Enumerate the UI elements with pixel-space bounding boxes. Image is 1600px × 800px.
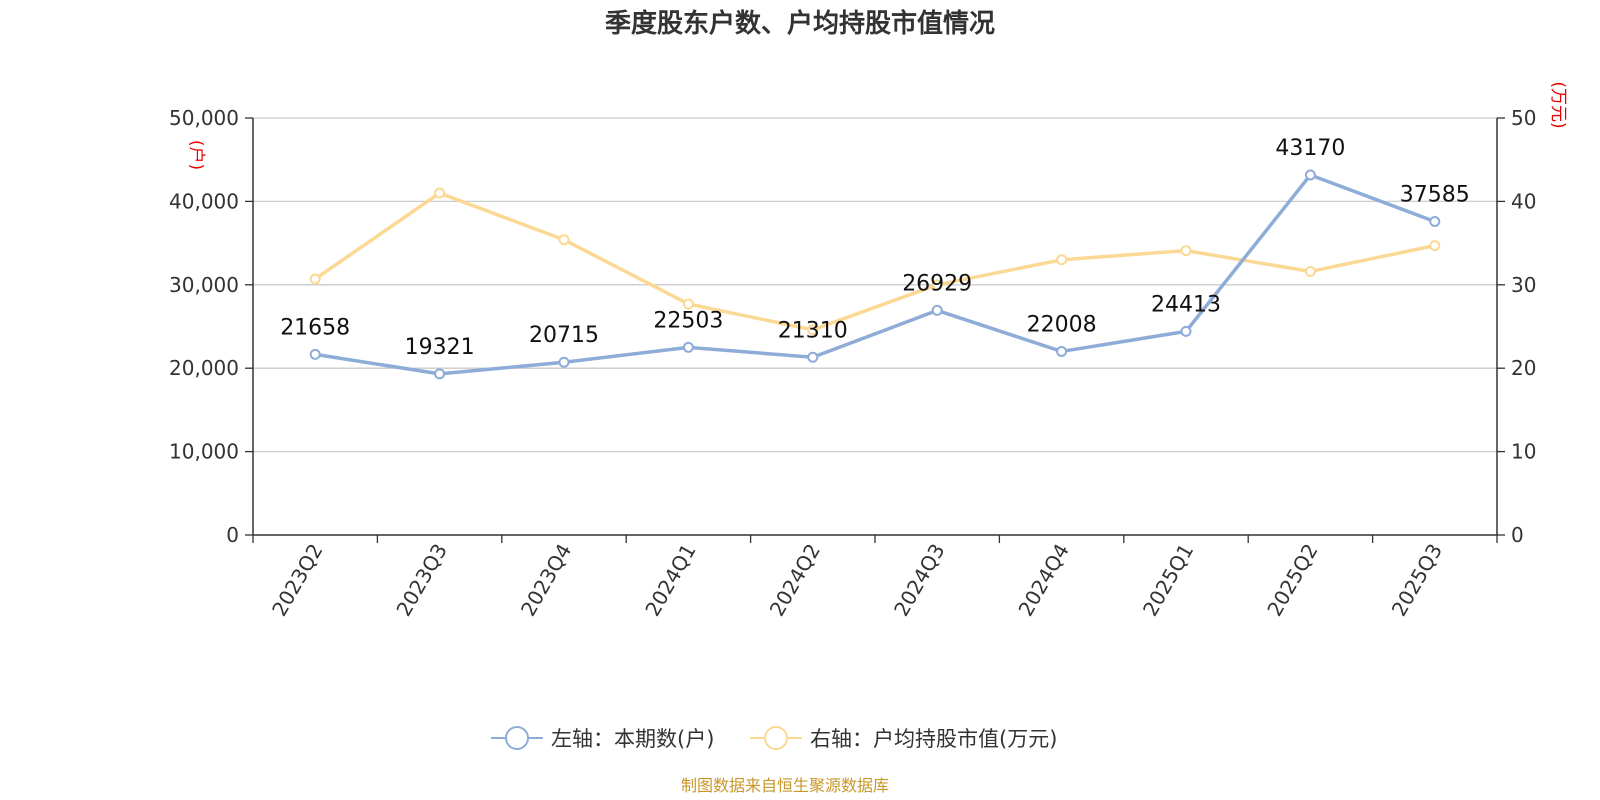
shareholder-count-point (1304, 169, 1316, 181)
data-label: 24413 (1151, 292, 1221, 317)
shareholder-count-point (434, 368, 446, 380)
avg-holding-value-point (309, 273, 321, 285)
shareholder-count-point (309, 348, 321, 360)
right-axis-unit: (万元) (1548, 81, 1568, 128)
x-axis-tick-label: 2023Q2 (267, 540, 327, 621)
shareholder-count-line (314, 173, 1436, 376)
right-axis-tick-label: 0 (1511, 523, 1524, 547)
right-axis-tick-label: 10 (1511, 440, 1536, 464)
shareholder-count-point (1429, 216, 1441, 228)
left-axis-unit: (户) (186, 140, 206, 170)
left-axis-tick-label: 10,000 (169, 440, 239, 464)
x-axis-tick-label: 2023Q4 (516, 540, 576, 621)
right-axis-tick-label: 40 (1511, 189, 1536, 213)
chart-title: 季度股东户数、户均持股市值情况 (605, 8, 995, 39)
x-axis-tick-label: 2025Q1 (1138, 540, 1198, 621)
left-axis-tick-label: 0 (226, 523, 239, 547)
right-axis-tick-label: 50 (1511, 106, 1536, 130)
shareholder-count-point (1180, 325, 1192, 337)
data-label: 21310 (778, 318, 848, 343)
legend-avg-holding-value-marker (764, 726, 788, 750)
avg-holding-value-point (558, 234, 570, 246)
avg-holding-value-point (682, 298, 694, 310)
avg-holding-value-point (931, 279, 943, 291)
right-axis-tick-label: 30 (1511, 273, 1536, 297)
legend-shareholder-count-label: 左轴：本期数(户) (551, 727, 714, 751)
data-source-note: 制图数据来自恒生聚源数据库 (681, 776, 889, 795)
x-axis-tick-label: 2025Q2 (1262, 540, 1322, 621)
data-label: 26929 (902, 271, 972, 296)
x-axis-tick-label: 2024Q4 (1013, 540, 1073, 621)
data-label: 19321 (405, 335, 475, 360)
avg-holding-value-point (807, 324, 819, 336)
x-axis-tick-label: 2025Q3 (1387, 540, 1447, 621)
left-axis-tick-label: 50,000 (169, 106, 239, 130)
avg-holding-value-point (434, 187, 446, 199)
x-axis-tick-label: 2024Q1 (640, 540, 700, 621)
avg-holding-value-line (314, 191, 1436, 332)
data-label: 43170 (1275, 136, 1345, 161)
series-lines (309, 169, 1441, 380)
x-axis-tick-label: 2024Q3 (889, 539, 949, 620)
shareholder-count-point (682, 341, 694, 353)
data-label: 21658 (280, 315, 350, 340)
data-label: 22503 (653, 308, 723, 333)
right-axis-tick-label: 20 (1511, 356, 1536, 380)
shareholder-count-point (558, 356, 570, 368)
left-axis-tick-label: 30,000 (169, 273, 239, 297)
avg-holding-value-point (1056, 254, 1068, 266)
shareholder-count-point (1056, 345, 1068, 357)
x-axis-tick-label: 2024Q2 (765, 540, 825, 621)
grid (253, 117, 1497, 453)
data-labels: 21658 19321 20715 22503 21310 26929 22008 24413… (280, 136, 1470, 360)
avg-holding-value-point (1180, 245, 1192, 257)
avg-holding-value-point (1429, 240, 1441, 252)
shareholder-count-point (807, 351, 819, 363)
shareholder-count-point (931, 304, 943, 316)
left-axis-tick-label: 20,000 (169, 356, 239, 380)
legend-shareholder-count-marker (505, 726, 529, 750)
left-axis-tick-label: 40,000 (169, 189, 239, 213)
legend-avg-holding-value-label: 右轴：户均持股市值(万元) (810, 727, 1057, 751)
avg-holding-value-point (1304, 265, 1316, 277)
data-label: 22008 (1027, 312, 1097, 337)
data-label: 20715 (529, 323, 599, 348)
data-label: 37585 (1400, 183, 1470, 208)
x-axis-tick-label: 2023Q3 (391, 540, 451, 621)
legend[interactable]: 左轴：本期数(户) 右轴：户均持股市值(万元) (491, 726, 1057, 751)
